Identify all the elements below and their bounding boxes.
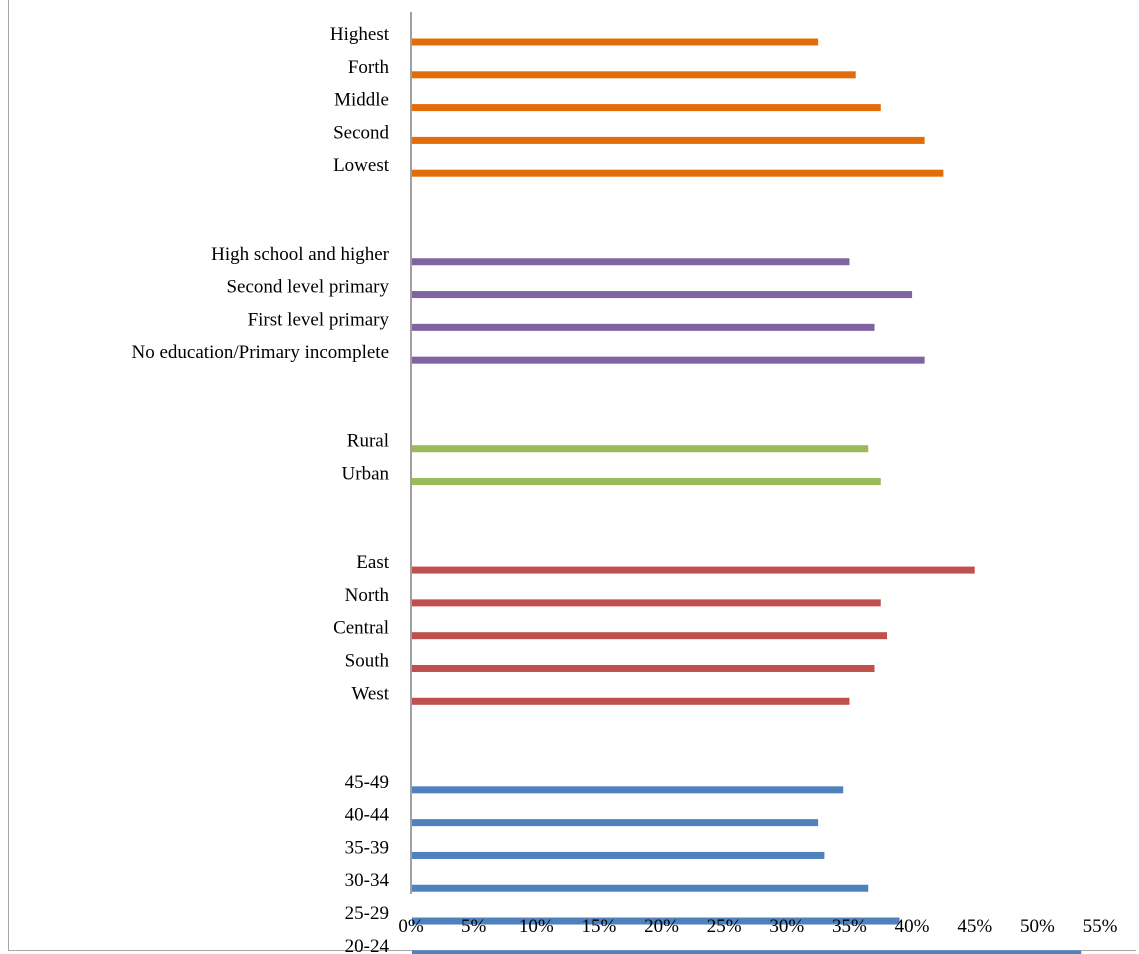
x-tick-label: 25% [707, 916, 742, 937]
category-label: Second [333, 122, 389, 143]
x-tick-label: 50% [1020, 916, 1055, 937]
bar [412, 104, 881, 112]
x-tick-label: 55% [1083, 916, 1118, 937]
bar [412, 566, 975, 574]
category-label: Forth [348, 57, 390, 78]
category-label: No education/Primary incomplete [132, 342, 389, 363]
bar [412, 445, 869, 453]
x-tick-label: 45% [957, 916, 992, 937]
bar [412, 356, 925, 364]
bar [412, 851, 825, 859]
x-tick-label: 35% [832, 916, 867, 937]
category-label: Lowest [333, 155, 390, 176]
bar [412, 786, 844, 794]
category-label: 40-44 [345, 805, 390, 826]
bar [412, 884, 869, 892]
category-label: Urban [342, 464, 390, 485]
bar [412, 291, 913, 299]
category-label: South [345, 650, 390, 671]
x-tick-label: 30% [769, 916, 804, 937]
category-label: 30-34 [345, 870, 390, 891]
bar [412, 819, 819, 827]
x-tick-label: 10% [519, 916, 554, 937]
x-tick-label: 0% [398, 916, 424, 937]
bar [412, 950, 1082, 954]
category-label: Second level primary [226, 277, 389, 298]
bar [412, 136, 925, 144]
bar [412, 169, 944, 177]
category-label: Middle [334, 90, 389, 111]
category-label: 20-24 [345, 936, 390, 954]
category-label: North [345, 585, 390, 606]
category-label: Central [333, 618, 389, 639]
category-label: 45-49 [345, 772, 389, 793]
category-label: Highest [330, 24, 390, 45]
category-label: 25-29 [345, 903, 389, 924]
bar [412, 632, 888, 640]
category-label: First level primary [248, 309, 390, 330]
bar [412, 697, 850, 705]
bar [412, 599, 881, 607]
category-label: Rural [347, 431, 389, 452]
bar [412, 917, 900, 925]
bar [412, 323, 875, 331]
category-label: 35-39 [345, 837, 389, 858]
bar [412, 258, 850, 266]
category-label: East [356, 552, 389, 573]
bar [412, 71, 856, 79]
x-tick-label: 40% [895, 916, 930, 937]
bar [412, 664, 875, 672]
category-label: West [351, 683, 389, 704]
category-label: High school and higher [211, 244, 390, 265]
x-tick-label: 5% [461, 916, 487, 937]
bar [412, 38, 819, 46]
bar [412, 478, 881, 486]
x-tick-label: 15% [581, 916, 616, 937]
x-tick-label: 20% [644, 916, 679, 937]
